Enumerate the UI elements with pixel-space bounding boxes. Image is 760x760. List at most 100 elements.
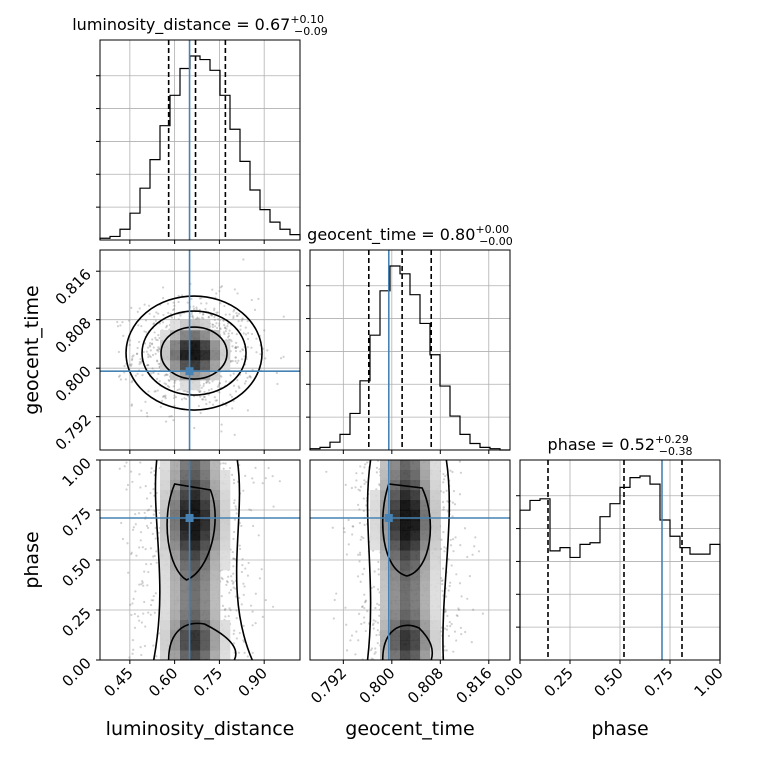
density-cell — [160, 560, 171, 571]
sample-point — [254, 592, 257, 595]
sample-point — [118, 467, 121, 470]
sample-point — [128, 363, 132, 366]
density-cell — [400, 610, 411, 621]
sample-point — [168, 415, 171, 418]
sample-point — [344, 483, 347, 486]
sample-point — [215, 292, 218, 295]
sample-point — [218, 319, 221, 322]
density-cell — [390, 580, 401, 591]
sample-point — [228, 329, 231, 332]
sample-point — [207, 316, 210, 319]
y-tick-label: 0.25 — [58, 604, 94, 640]
sample-point — [149, 613, 152, 616]
sample-point — [126, 483, 130, 487]
sample-point — [351, 525, 354, 528]
sample-point — [233, 499, 236, 502]
sample-point — [264, 477, 267, 480]
sample-point — [446, 624, 449, 628]
density-cell — [190, 540, 201, 551]
hist-bar — [520, 510, 530, 660]
sample-point — [440, 576, 443, 580]
density-cell — [220, 620, 231, 631]
sample-point — [131, 602, 134, 605]
sample-point — [235, 341, 238, 344]
sample-point — [271, 605, 275, 608]
density-cell — [160, 490, 171, 501]
density-cell — [200, 500, 211, 511]
sample-point — [440, 547, 443, 551]
sample-point — [152, 371, 155, 374]
density-cell — [410, 640, 421, 651]
sample-point — [149, 355, 152, 359]
sample-point — [364, 599, 367, 602]
density-cell — [400, 500, 411, 511]
density-cell — [410, 530, 421, 541]
sample-point — [226, 581, 229, 584]
sample-point — [361, 472, 364, 475]
sample-point — [186, 301, 189, 304]
sample-point — [230, 575, 233, 578]
x-tick-label: 0.00 — [490, 664, 526, 700]
sample-point — [147, 466, 149, 468]
density-cell — [430, 620, 441, 631]
density-cell — [180, 560, 191, 571]
sample-point — [258, 577, 261, 580]
sample-point — [225, 404, 228, 407]
sample-point — [143, 570, 146, 573]
density-cell — [210, 490, 221, 501]
sample-point — [375, 471, 378, 474]
sample-point — [363, 606, 366, 610]
sample-point — [442, 506, 445, 509]
density-cell — [180, 360, 191, 371]
sample-point — [331, 526, 334, 529]
sample-point — [221, 604, 225, 607]
sample-point — [205, 381, 208, 384]
density-cell — [160, 460, 171, 471]
sample-point — [452, 650, 455, 653]
sample-point — [347, 543, 350, 546]
sample-point — [449, 581, 452, 584]
sample-point — [201, 313, 205, 316]
sample-point — [185, 390, 189, 393]
sample-point — [198, 311, 201, 314]
sample-point — [130, 404, 133, 407]
sample-point — [145, 563, 148, 566]
sample-point — [238, 631, 241, 635]
sample-point — [151, 353, 155, 357]
sample-point — [177, 318, 180, 321]
density-cell — [160, 590, 171, 601]
sample-point — [198, 317, 201, 320]
sample-point — [136, 346, 139, 350]
density-cell — [210, 580, 221, 591]
sample-point — [155, 338, 158, 341]
density-cell — [210, 620, 221, 631]
sample-point — [241, 348, 245, 352]
scatter-panel-geocent_time-phase — [309, 459, 511, 661]
sample-point — [164, 397, 167, 400]
sample-point — [362, 536, 365, 540]
sample-point — [360, 622, 363, 626]
sample-point — [139, 461, 142, 464]
sample-point — [202, 317, 205, 320]
sample-point — [234, 595, 238, 598]
sample-point — [205, 402, 208, 406]
sample-point — [228, 313, 231, 316]
density-cell — [420, 640, 431, 651]
sample-point — [192, 316, 195, 320]
sample-point — [345, 553, 348, 556]
density-cell — [180, 600, 191, 611]
density-cell — [170, 620, 181, 631]
density-cell — [380, 500, 391, 511]
sample-point — [251, 651, 254, 654]
hist-bar — [620, 487, 630, 660]
hist-bar — [370, 335, 380, 450]
sample-point — [155, 550, 158, 553]
density-cell — [180, 570, 191, 581]
density-cell — [400, 560, 411, 571]
sample-point — [214, 399, 217, 402]
x-axis-label: geocent_time — [345, 718, 474, 740]
x-tick-label: 0.816 — [453, 664, 496, 707]
hist-bar — [330, 442, 340, 450]
sample-point — [151, 338, 154, 341]
sample-point — [233, 518, 237, 521]
